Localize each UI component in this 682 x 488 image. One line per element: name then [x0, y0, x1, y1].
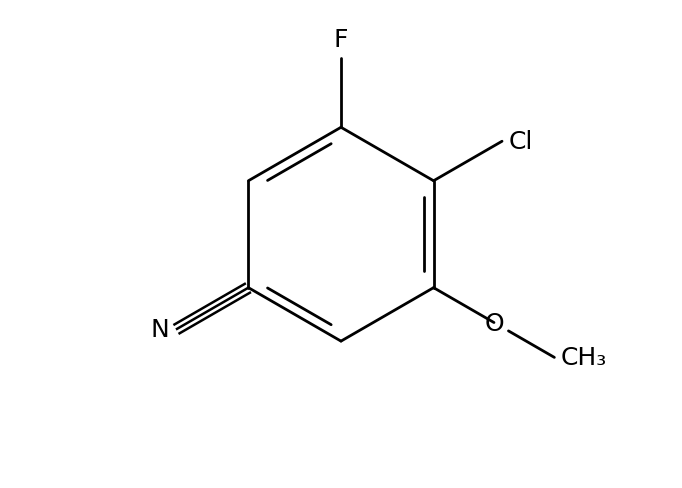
Text: F: F — [333, 28, 349, 52]
Text: CH₃: CH₃ — [561, 346, 607, 369]
Text: N: N — [151, 318, 169, 342]
Text: Cl: Cl — [509, 130, 533, 154]
Text: O: O — [484, 311, 504, 335]
